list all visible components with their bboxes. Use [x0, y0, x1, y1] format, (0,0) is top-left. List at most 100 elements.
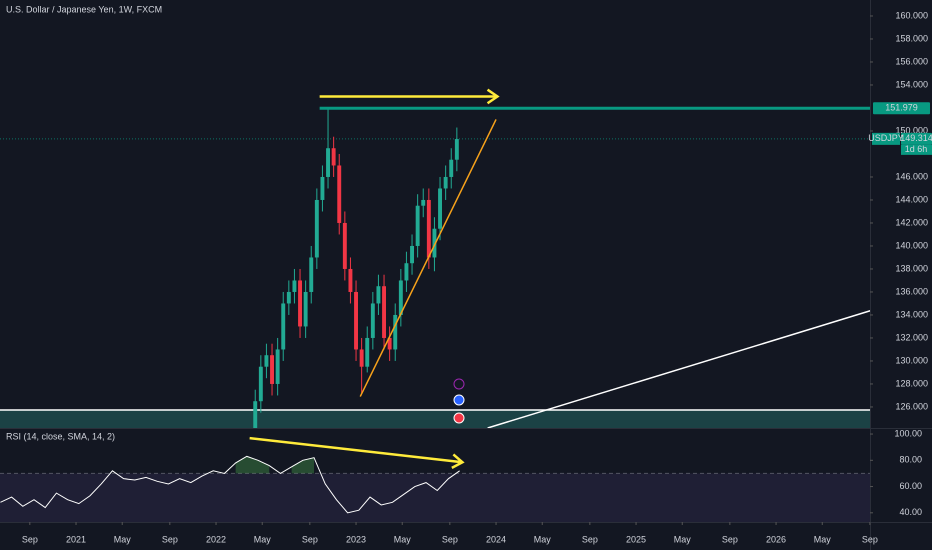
y-tick-label: 146.000 [895, 171, 928, 181]
trend-line [487, 310, 870, 428]
y-tick-label: 136.000 [895, 286, 928, 296]
candle-body [382, 286, 386, 338]
last-price-box [901, 132, 932, 145]
candle-body [320, 176, 325, 200]
symbol-box [872, 132, 900, 145]
x-tick-label: Sep [582, 534, 598, 544]
candle-body [264, 355, 269, 367]
rsi-overbought-fill [291, 457, 315, 474]
trend-line [359, 119, 497, 397]
arrow-head [451, 453, 465, 469]
y-tick-label: 132.000 [895, 332, 928, 342]
y-tick-label: 142.000 [895, 217, 928, 227]
candle-body [393, 314, 398, 350]
candle-body [292, 280, 297, 292]
rsi-line [0, 455, 460, 514]
x-tick-label: 2023 [346, 534, 366, 544]
arrow-head [486, 88, 500, 105]
x-tick-label: May [394, 534, 412, 544]
candle-body [326, 148, 330, 177]
candle-body [309, 257, 314, 292]
rsi-tick-label: 100.00 [894, 428, 922, 438]
y-tick-label: 140.000 [895, 240, 928, 250]
candle-body [404, 263, 409, 281]
y-tick-label: 150.000 [895, 125, 928, 135]
countdown-label: 1d 6h [905, 144, 928, 154]
resistance-label: 151.979 [885, 103, 918, 113]
candle-body [376, 286, 381, 304]
y-tick-label: 156.000 [895, 56, 928, 66]
x-tick-label: May [674, 534, 692, 544]
y-tick-label: 126.000 [895, 401, 928, 411]
candle-body [314, 199, 319, 258]
x-tick-label: 2022 [206, 534, 226, 544]
candle-body [387, 337, 392, 350]
candle-body [331, 148, 336, 166]
rsi-title: RSI (14, close, SMA, 14, 2) [6, 431, 115, 441]
y-tick-label: 138.000 [895, 263, 928, 273]
countdown-box [901, 144, 932, 155]
x-tick-label: May [254, 534, 272, 544]
candle-body [421, 199, 426, 206]
y-tick-label: 128.000 [895, 378, 928, 388]
rsi-tick-label: 60.00 [899, 481, 922, 491]
candle-body [298, 280, 302, 327]
x-tick-label: Sep [162, 534, 178, 544]
candle-body [337, 165, 342, 223]
candle-body [449, 159, 454, 177]
rsi-tick-label: 40.00 [899, 507, 922, 517]
y-tick-label: 130.000 [895, 355, 928, 365]
x-tick-label: Sep [722, 534, 738, 544]
candle-body [370, 303, 375, 338]
arrow-line [249, 436, 463, 464]
support-zone [0, 409, 870, 428]
x-tick-label: 2021 [66, 534, 86, 544]
candle-body [432, 228, 437, 258]
y-tick-label: 158.000 [895, 33, 928, 43]
candle-body [398, 280, 403, 315]
candle-body [365, 337, 370, 367]
candle-body [342, 222, 347, 269]
event-icon[interactable] [453, 412, 465, 424]
axes: 126.000 128.000 130.000 132.000 134.000 136.0… [22, 10, 932, 544]
candle-body [354, 291, 358, 350]
x-tick-label: Sep [442, 534, 458, 544]
candle-body [454, 139, 459, 160]
candle-body [275, 349, 280, 384]
rsi-band [0, 473, 870, 522]
y-tick-label: 154.000 [895, 79, 928, 89]
candle-body [359, 349, 364, 367]
rsi-pane [0, 436, 870, 522]
y-tick-label: 144.000 [895, 194, 928, 204]
y-tick-label: 134.000 [895, 309, 928, 319]
candle-body [348, 268, 353, 292]
candle-body [258, 366, 263, 402]
resistance-box [873, 102, 930, 115]
event-icon[interactable] [453, 378, 465, 390]
chart-title: U.S. Dollar / Japanese Yen, 1W, FXCM [6, 4, 162, 14]
candle-body [303, 291, 308, 327]
x-tick-label: 2025 [626, 534, 646, 544]
event-icon[interactable] [453, 394, 465, 406]
candle-body [270, 355, 274, 384]
x-tick-label: Sep [22, 534, 38, 544]
rsi-overbought-fill [235, 456, 270, 474]
main-pane [0, 88, 870, 428]
rsi-tick-label: 80.00 [899, 455, 922, 465]
x-tick-label: 2024 [486, 534, 506, 544]
x-tick-label: 2026 [766, 534, 786, 544]
x-tick-label: May [814, 534, 832, 544]
x-tick-label: Sep [862, 534, 878, 544]
x-tick-label: Sep [302, 534, 318, 544]
candle-body [253, 401, 258, 428]
x-tick-label: May [534, 534, 552, 544]
candle-body [415, 205, 420, 246]
candle-body [286, 291, 291, 304]
candle-body [410, 245, 414, 264]
candle-body [438, 188, 443, 229]
candle-body [443, 176, 448, 189]
candle-body [281, 303, 286, 350]
candle-body [426, 199, 431, 258]
last-price-label: 149.314 [900, 133, 932, 143]
